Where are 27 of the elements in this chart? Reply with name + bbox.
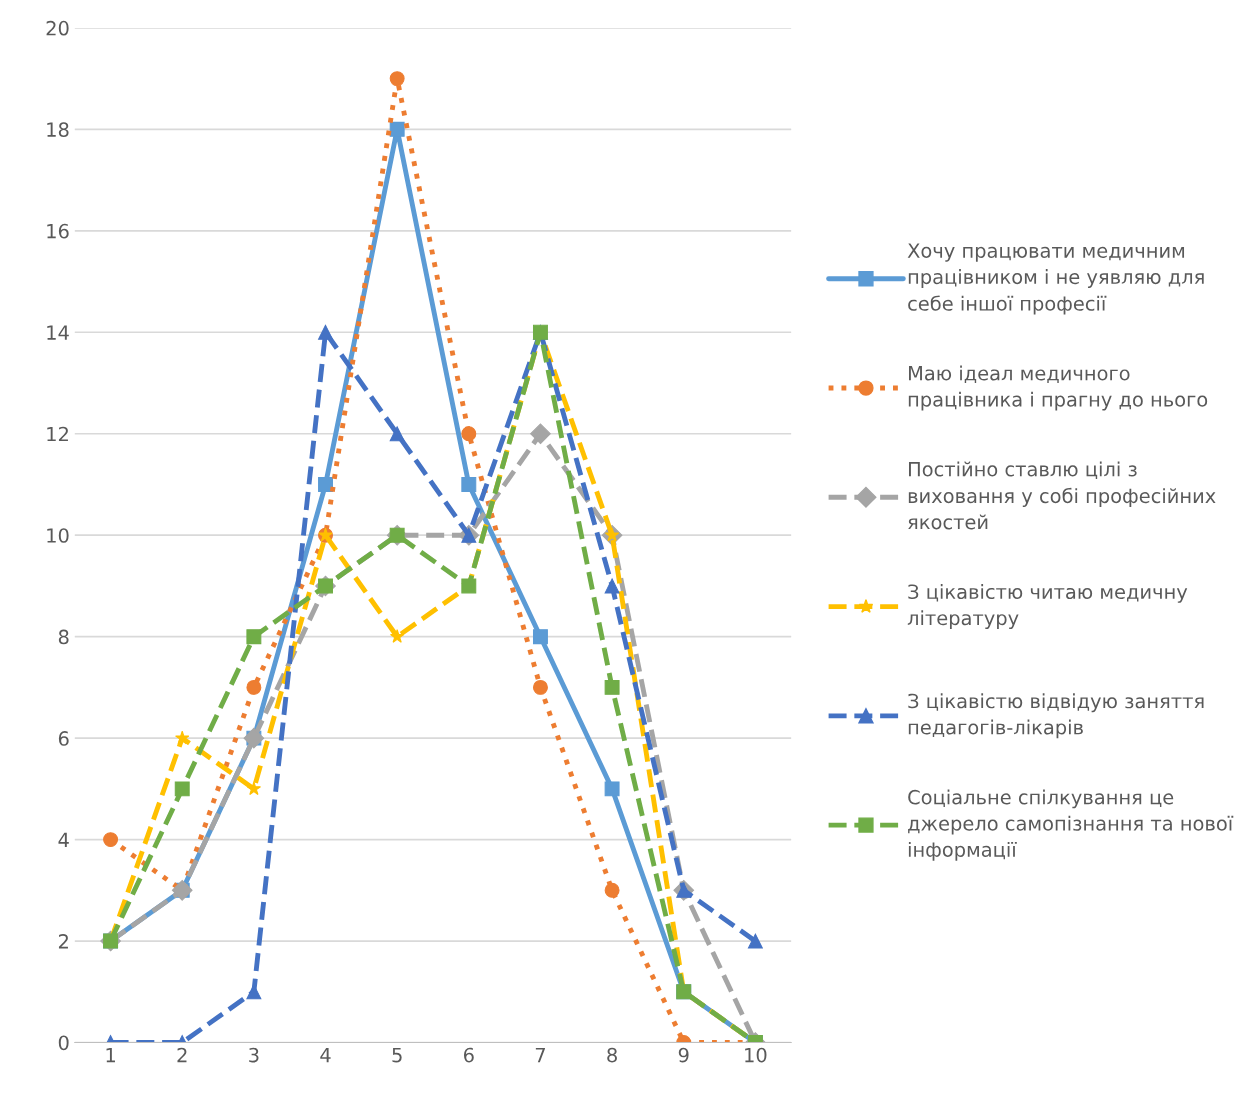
legend-label: З цікавістю читаю медичну літературу [907,584,1188,630]
legend-label: Хочу працювати медичним працівником і не уявляю для себе іншої професії [907,243,1204,315]
legend-label: Маю ідеал медичного працівника і прагну до нього [908,365,1208,411]
legend-label: Постійно ставлю цілі з виховання у собі професійних якостей [908,461,1216,530]
x-tick-label: 6 [463,1047,474,1063]
y-tick-label: 0 [58,1035,69,1051]
y-tick-label: 4 [58,832,69,847]
x-tick-label: 9 [678,1047,689,1063]
x-tick-label: 4 [320,1047,331,1063]
x-tick-label: 5 [392,1047,402,1063]
x-tick-label: 3 [249,1047,259,1063]
x-tick-label: 8 [607,1047,617,1063]
x-tick-label: 10 [745,1047,767,1063]
y-tick-label: 16 [47,223,69,239]
x-tick-label: 2 [177,1047,187,1063]
y-tick-label: 14 [47,325,69,340]
y-tick-label: 20 [46,20,69,36]
y-tick-label: 8 [58,629,69,645]
y-tick-label: 18 [47,122,69,137]
x-tick-label: 7 [535,1047,545,1063]
y-tick-label: 2 [58,934,68,949]
legend-label: З цікавістю відвідую заняття педагогів-лікарів [908,693,1204,739]
legend-label: Соціальне спілкування це джерело самопізнання та нової інформації [908,789,1234,861]
x-tick-label: 1 [106,1047,115,1063]
y-tick-label: 10 [47,528,69,543]
y-tick-label: 12 [47,426,68,442]
y-tick-label: 6 [58,731,69,746]
